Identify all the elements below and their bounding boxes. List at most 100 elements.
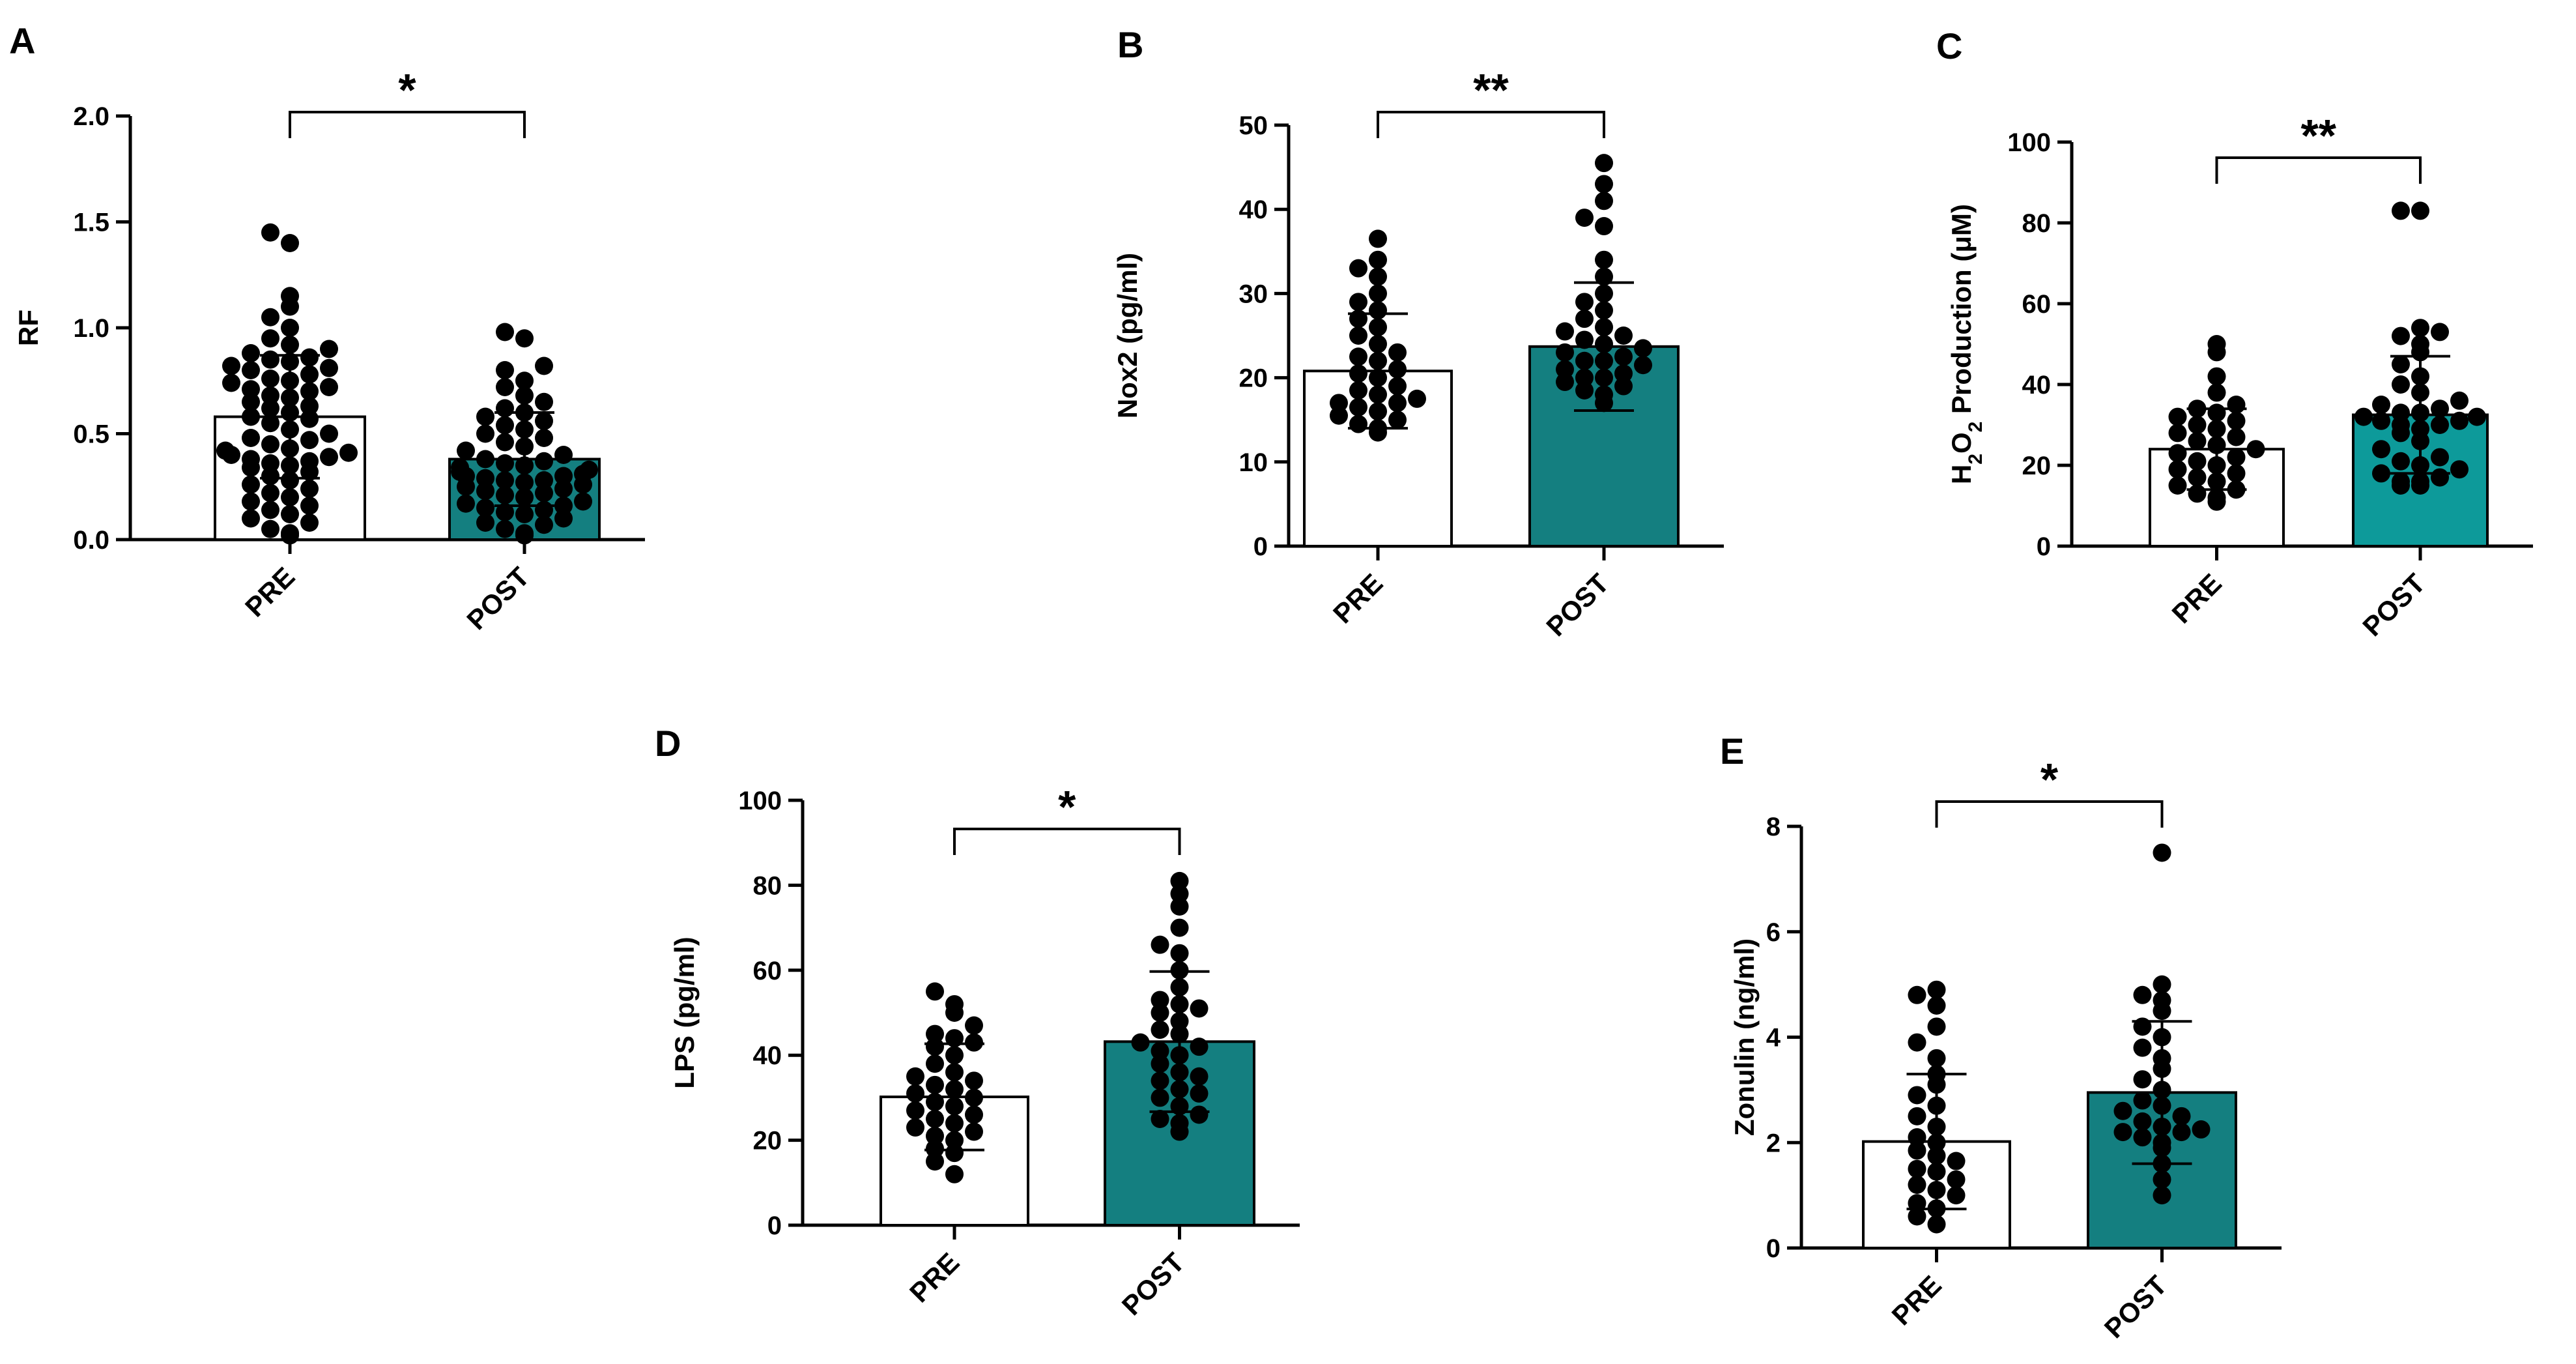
data-point [320, 358, 338, 377]
data-point [261, 435, 279, 454]
data-point [580, 460, 598, 479]
data-point [945, 994, 964, 1013]
data-point [1330, 406, 1348, 425]
data-point [300, 497, 319, 515]
data-point [320, 424, 338, 443]
data-point [1408, 389, 1426, 408]
data-point [496, 378, 514, 396]
data-point [300, 382, 319, 401]
data-point [2227, 464, 2246, 483]
y-tick-label: 100 [738, 787, 782, 815]
data-point [1556, 360, 1574, 379]
data-point [965, 1088, 983, 1107]
data-point [2372, 411, 2390, 430]
y-tick-label: 0 [2037, 532, 2051, 561]
panel-c: C 0 20 40 60 80 100 H2O2 Production (μM) PRE POST… [1936, 25, 2533, 642]
data-point [906, 1084, 924, 1103]
data-point [300, 365, 319, 384]
y-tick-label: 2 [1766, 1129, 1781, 1157]
data-point [1349, 259, 1367, 278]
data-point [1388, 394, 1407, 413]
data-point [1151, 1021, 1169, 1039]
data-point [1170, 871, 1189, 890]
data-point [242, 450, 260, 469]
data-point [242, 492, 260, 511]
data-point [1349, 414, 1367, 433]
data-point [535, 501, 553, 519]
data-point [1908, 1128, 1926, 1147]
data-point [965, 1105, 983, 1124]
data-point [476, 499, 494, 517]
y-axis-title: Nox2 (pg/ml) [1112, 253, 1143, 418]
data-point [476, 469, 494, 487]
data-point [574, 492, 592, 511]
data-point [1556, 322, 1574, 341]
data-point [300, 480, 319, 498]
data-point [1151, 1041, 1169, 1060]
data-point [242, 344, 260, 362]
data-point [1388, 343, 1407, 362]
data-point [496, 416, 514, 435]
data-point [535, 515, 553, 534]
data-point [1349, 398, 1367, 416]
data-point [222, 373, 240, 392]
y-axis-title: RF [13, 310, 44, 346]
data-point [261, 414, 279, 433]
data-point [1908, 1107, 1926, 1125]
y-tick-label: 80 [753, 871, 782, 900]
panel-label: B [1117, 24, 1143, 65]
data-point [554, 480, 573, 498]
data-point [281, 234, 299, 252]
data-point [281, 524, 299, 543]
data-point [2468, 407, 2486, 426]
data-point [261, 467, 279, 486]
data-point [320, 378, 338, 396]
data-point [535, 412, 553, 430]
significance-marker: * [1058, 781, 1076, 832]
data-point [261, 329, 279, 348]
data-point [1908, 1207, 1926, 1226]
data-point [945, 1165, 964, 1183]
data-point [2133, 985, 2152, 1004]
data-point [1170, 1114, 1189, 1133]
data-point [1190, 999, 1209, 1018]
y-axis-title: Zonulin (ng/ml) [1729, 938, 1760, 1136]
data-point [535, 452, 553, 471]
data-point [2411, 201, 2429, 220]
panel-a: A 0.0 0.5 1.0 1.5 2.0 RF PRE POST * [9, 20, 645, 635]
data-point [554, 497, 573, 515]
data-point [965, 1016, 983, 1035]
data-point [1388, 360, 1407, 379]
data-point [496, 361, 514, 379]
panel-b: B 0 10 20 30 40 50 Nox2 (pg/ml) PRE POST ** [1112, 24, 1724, 642]
data-point [945, 1144, 964, 1163]
y-tick-label: 0.0 [73, 526, 109, 555]
panel-e: E 0 2 4 6 8 Zonulin (ng/ml) PRE POST * [1720, 731, 2282, 1344]
data-point [1908, 985, 1926, 1004]
data-point [1170, 884, 1189, 903]
x-tick-label: POST [2356, 568, 2431, 642]
data-point [926, 1038, 944, 1056]
y-tick-label: 40 [1239, 196, 1268, 224]
data-point [2113, 1123, 2132, 1142]
significance-marker: * [2040, 754, 2059, 805]
y-tick-label: 80 [2022, 209, 2052, 238]
data-point [496, 502, 514, 521]
data-point [476, 450, 494, 469]
panel-label: D [655, 723, 681, 764]
data-point [2411, 472, 2429, 491]
data-point [2227, 396, 2246, 414]
data-point [926, 982, 944, 1001]
significance-marker: ** [2301, 110, 2337, 161]
data-point [2411, 335, 2429, 353]
data-point [300, 409, 319, 428]
data-point [535, 429, 553, 447]
data-point [1575, 293, 1594, 312]
data-point [1634, 339, 1652, 358]
data-point [535, 484, 553, 502]
data-point [261, 308, 279, 326]
data-point [300, 514, 319, 532]
data-point [2172, 1123, 2191, 1142]
data-point [1388, 377, 1407, 396]
